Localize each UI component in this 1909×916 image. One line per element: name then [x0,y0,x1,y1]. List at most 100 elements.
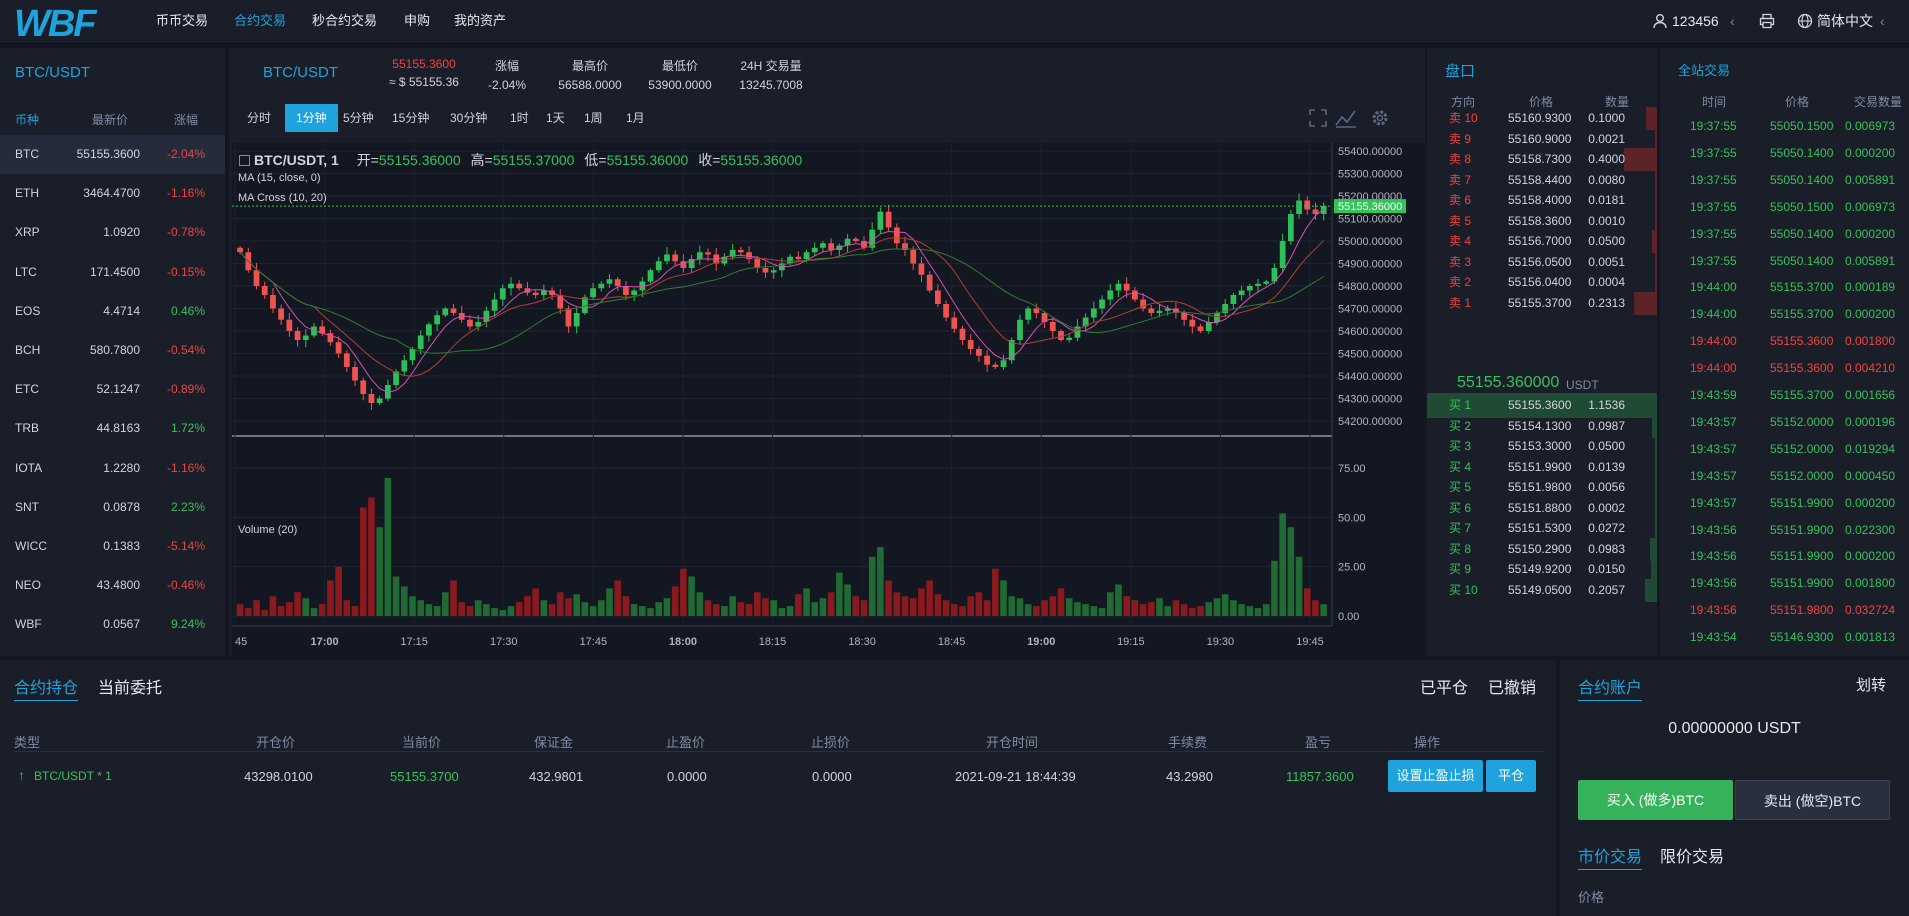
candlestick-chart[interactable]: 55400.0000055300.0000055200.0000055100.0… [232,143,1425,656]
volume-bar [1180,604,1188,616]
language-selector[interactable]: 简体中文 [1817,13,1873,29]
gear-icon[interactable] [1370,108,1390,131]
chevron-left-icon[interactable]: ‹ [1730,13,1735,29]
ask-row[interactable]: 卖 10 55160.9300 0.1000 [1427,106,1657,131]
timeframe-6[interactable]: 1天 [546,111,565,125]
trade-qty: 0.000450 [1845,468,1896,483]
ask-row[interactable]: 卖 9 55160.9000 0.0021 [1427,127,1657,152]
candle [1255,283,1261,286]
ask-row[interactable]: 卖 4 55156.7000 0.0500 [1427,229,1657,254]
timeframe-8[interactable]: 1月 [626,111,645,125]
close-position-button[interactable]: 平仓 [1486,760,1536,792]
coin-row-neo[interactable]: NEO 43.4800 -0.46% [0,566,225,605]
timeframe-3[interactable]: 15分钟 [392,111,430,125]
coin-row-xrp[interactable]: XRP 1.0920 -0.78% [0,213,225,252]
bid-row[interactable]: 买 1 55155.3600 1.1536 [1427,393,1657,418]
tab-positions[interactable]: 合约持仓 [14,674,79,701]
ask-row[interactable]: 卖 8 55158.7300 0.4000 [1427,147,1657,172]
timeframe-4[interactable]: 30分钟 [450,111,488,125]
candle [376,398,383,403]
candle [261,286,268,295]
coin-price: 1.0920 [103,225,140,240]
trade-qty: 0.005891 [1845,253,1896,268]
set-tpsl-button[interactable]: 设置止盈止损 [1388,760,1483,792]
timeframe-1[interactable]: 1分钟 [285,104,338,132]
bid-row[interactable]: 买 4 55151.9900 0.0139 [1427,455,1657,480]
bid-row[interactable]: 买 7 55151.5300 0.0272 [1427,516,1657,541]
nav-item-4[interactable]: 我的资产 [454,13,507,28]
user-icon[interactable] [1652,0,1668,44]
price-tick: 54300.00000 [1338,394,1402,406]
globe-icon[interactable] [1797,0,1813,44]
chevron-left-icon[interactable]: ‹ [1880,13,1885,29]
tab-cancelled[interactable]: 已撤销 [1488,680,1537,697]
ask-row[interactable]: 卖 7 55158.4400 0.0080 [1427,168,1657,193]
trade-row: 19:43:56 55151.9800 0.032724 [1660,597,1909,624]
bid-row[interactable]: 买 3 55153.3000 0.0500 [1427,434,1657,459]
coin-row-etc[interactable]: ETC 52.1247 -0.89% [0,370,225,409]
fullscreen-icon[interactable] [1308,108,1328,131]
coin-change: -5.14% [166,539,205,553]
candle [1304,200,1311,210]
volume-bar [696,592,704,616]
col-header-coin: 币种 [15,113,40,127]
bid-row[interactable]: 买 2 55154.1300 0.0987 [1427,414,1657,439]
candle [483,310,490,322]
coin-row-snt[interactable]: SNT 0.0878 2.23% [0,488,225,527]
ask-row[interactable]: 卖 3 55156.0500 0.0051 [1427,250,1657,275]
timeframe-5[interactable]: 1时 [510,111,529,125]
trade-row: 19:43:57 55152.0000 0.019294 [1660,436,1909,463]
bid-row[interactable]: 买 10 55149.0500 0.2057 [1427,578,1657,603]
trade-row: 19:37:55 55050.1400 0.000200 [1660,221,1909,248]
timeframe-0[interactable]: 分时 [247,111,272,125]
tab-limit-order[interactable]: 限价交易 [1660,849,1725,866]
coin-row-btc[interactable]: BTC 55155.3600 -2.04% [0,135,225,174]
timeframe-2[interactable]: 5分钟 [343,111,374,125]
nav-item-1[interactable]: 合约交易 [234,13,287,28]
tab-market-order[interactable]: 市价交易 [1578,843,1643,870]
volume-bar [1287,527,1295,616]
candle [754,259,761,268]
buy-long-button[interactable]: 买入 (做多)BTC [1578,780,1733,820]
book-price: 55151.9900 [1508,459,1572,474]
wbf-logo[interactable]: WBF [14,3,134,41]
coin-row-wicc[interactable]: WICC 0.1383 -5.14% [0,527,225,566]
bid-row[interactable]: 买 9 55149.9200 0.0150 [1427,557,1657,582]
bid-row[interactable]: 买 5 55151.9800 0.0056 [1427,475,1657,500]
book-price: 55156.0400 [1508,275,1572,289]
volume-bar [409,596,416,616]
nav-item-0[interactable]: 币币交易 [156,13,209,28]
bid-row[interactable]: 买 6 55151.8800 0.0002 [1427,496,1657,521]
timeframe-7[interactable]: 1周 [584,111,603,125]
indicator-icon[interactable] [1335,108,1357,131]
candle [532,292,539,295]
collapse-icon[interactable] [239,155,250,166]
ask-row[interactable]: 卖 5 55158.3600 0.0010 [1427,209,1657,234]
legend-close-label: 收= [698,152,721,168]
coin-row-iota[interactable]: IOTA 1.2280 -1.16% [0,449,225,488]
coin-row-ltc[interactable]: LTC 171.4500 -0.15% [0,253,225,292]
coin-row-bch[interactable]: BCH 580.7800 -0.54% [0,331,225,370]
price-tick: 54500.00000 [1338,349,1402,361]
coin-row-wbf[interactable]: WBF 0.0567 9.24% [0,605,225,644]
trade-qty: 0.019294 [1845,441,1896,456]
nav-item-3[interactable]: 申购 [404,13,431,28]
sell-short-button[interactable]: 卖出 (做空)BTC [1735,780,1890,820]
nav-item-2[interactable]: 秒合约交易 [312,13,378,28]
coin-row-eth[interactable]: ETH 3464.4700 -1.16% [0,174,225,213]
coin-row-eos[interactable]: EOS 4.4714 0.46% [0,292,225,331]
tab-closed[interactable]: 已平仓 [1420,680,1469,697]
bid-row[interactable]: 买 8 55150.2900 0.0983 [1427,537,1657,562]
ask-row[interactable]: 卖 2 55156.0400 0.0004 [1427,270,1657,295]
ask-row[interactable]: 卖 6 55158.4000 0.0181 [1427,188,1657,213]
account-title[interactable]: 合约账户 [1578,674,1643,701]
volume-bar [236,604,244,616]
transfer-link[interactable]: 划转 [1856,677,1887,694]
coin-row-trb[interactable]: TRB 44.8163 1.72% [0,409,225,448]
tab-open-orders[interactable]: 当前委托 [98,680,163,697]
printer-icon[interactable] [1759,0,1775,44]
username[interactable]: 123456 [1672,13,1719,29]
trade-qty: 0.000200 [1845,226,1896,241]
ask-row[interactable]: 卖 1 55155.3700 0.2313 [1427,291,1657,316]
position-open: 43298.0100 [244,769,313,784]
